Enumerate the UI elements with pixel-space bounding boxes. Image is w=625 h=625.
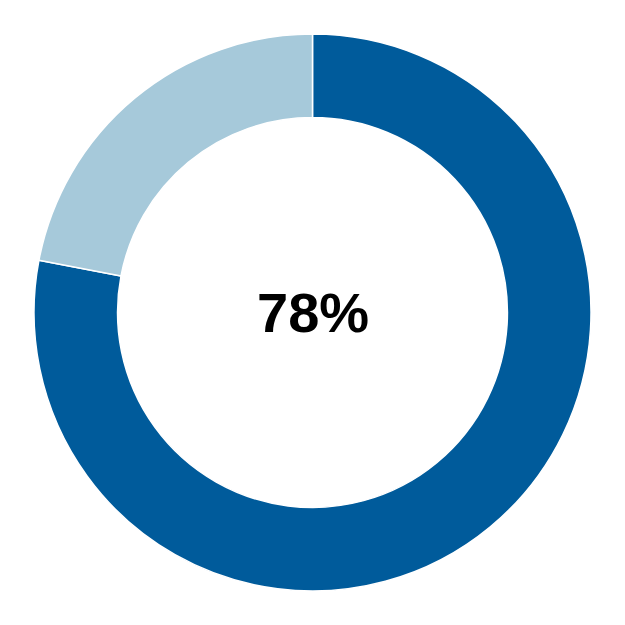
svg-text:78%: 78%: [257, 281, 369, 344]
